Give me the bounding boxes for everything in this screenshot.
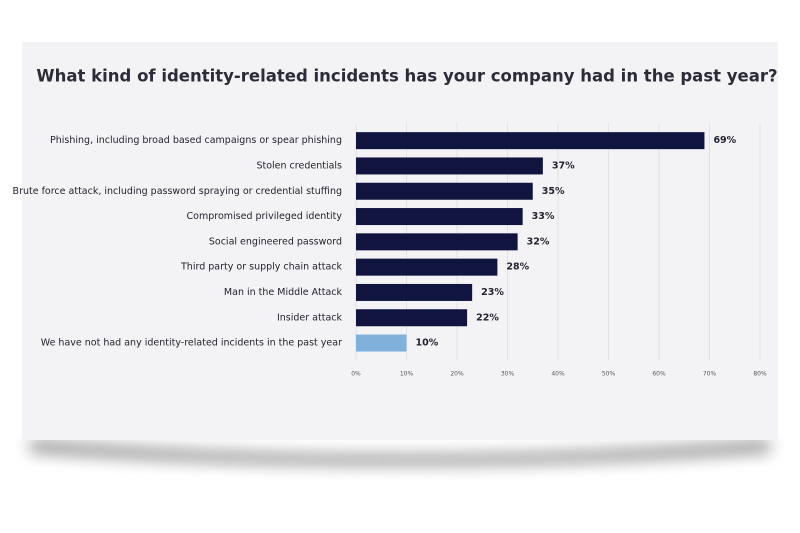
bar (356, 258, 498, 276)
bar (356, 233, 518, 251)
bar (356, 309, 468, 327)
value-label: 32% (527, 236, 550, 247)
category-label: Insider attack (277, 312, 343, 323)
bar (356, 283, 473, 301)
x-tick-label: 20% (450, 371, 464, 378)
x-tick-label: 80% (753, 371, 767, 378)
value-label: 35% (542, 186, 565, 197)
category-label: Stolen credentials (256, 160, 342, 171)
x-tick-label: 10% (400, 371, 414, 378)
x-tick-label: 0% (351, 371, 361, 378)
bar (356, 334, 407, 352)
category-label: Third party or supply chain attack (180, 262, 342, 273)
x-tick-label: 60% (652, 371, 666, 378)
category-label: Man in the Middle Attack (224, 287, 343, 298)
bar (356, 157, 543, 175)
value-label: 10% (416, 338, 439, 349)
x-tick-label: 50% (602, 371, 616, 378)
category-label: We have not had any identity-related inc… (41, 338, 342, 349)
x-tick-label: 40% (551, 371, 565, 378)
value-label: 28% (506, 262, 529, 273)
value-label: 37% (552, 160, 575, 171)
value-label: 23% (481, 287, 504, 298)
value-label: 33% (532, 211, 555, 222)
value-label: 22% (476, 312, 499, 323)
value-label: 69% (713, 135, 736, 146)
x-tick-label: 30% (501, 371, 515, 378)
category-label: Compromised privileged identity (187, 211, 343, 222)
bar (356, 182, 533, 200)
bar (356, 208, 523, 226)
bar (356, 132, 705, 150)
category-label: Social engineered password (209, 236, 342, 247)
chart-title: What kind of identity-related incidents … (36, 67, 777, 86)
category-label: Brute force attack, including password s… (13, 186, 342, 197)
x-tick-label: 70% (703, 371, 717, 378)
card-shadow (30, 440, 770, 465)
category-label: Phishing, including broad based campaign… (50, 135, 342, 146)
